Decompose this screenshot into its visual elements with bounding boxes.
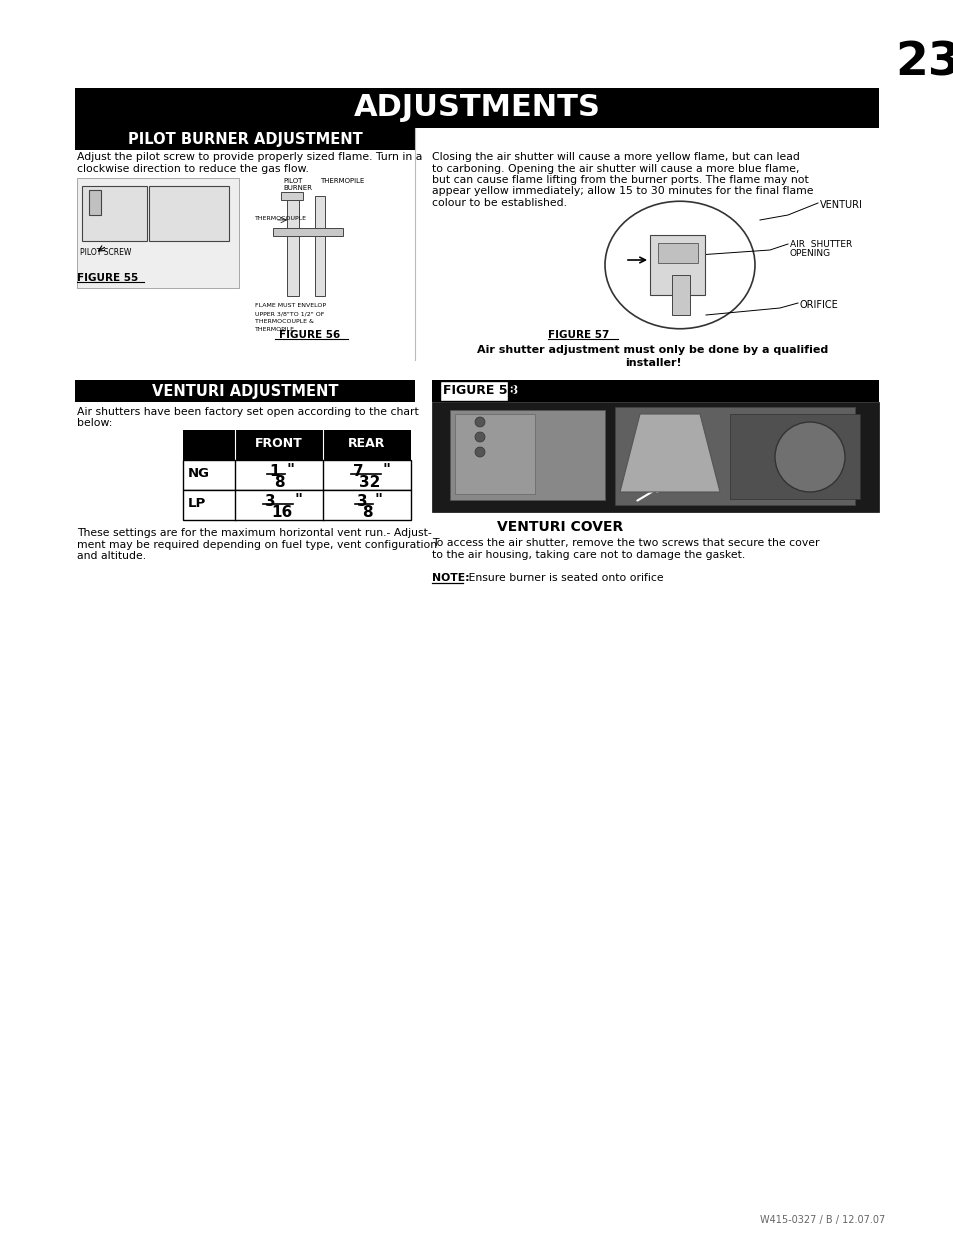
Text: 7: 7 [353, 464, 363, 479]
Bar [615, 408, 854, 505]
Text: ADJUSTMENTS: ADJUSTMENTS [354, 93, 599, 122]
Bar [439, 382, 507, 401]
Bar [649, 235, 704, 295]
Bar [273, 228, 343, 236]
Text: ": " [382, 463, 391, 478]
Text: FIGURE 56: FIGURE 56 [279, 330, 340, 340]
Polygon shape [619, 414, 720, 492]
Text: Ensure burner is seated onto orifice: Ensure burner is seated onto orifice [464, 573, 663, 583]
Bar [432, 380, 878, 403]
Text: 23: 23 [894, 40, 953, 85]
Circle shape [222, 186, 228, 191]
Text: VENTURI: VENTURI [820, 200, 862, 210]
Text: appear yellow immediately; allow 15 to 30 minutes for the final flame: appear yellow immediately; allow 15 to 3… [432, 186, 813, 196]
Text: BURNER: BURNER [283, 185, 312, 191]
Text: W415-0327 / B / 12.07.07: W415-0327 / B / 12.07.07 [760, 1215, 884, 1225]
Text: PILOT BURNER ADJUSTMENT: PILOT BURNER ADJUSTMENT [128, 132, 362, 147]
Text: 8: 8 [274, 475, 284, 490]
Text: Closing the air shutter will cause a more yellow flame, but can lead: Closing the air shutter will cause a mor… [432, 152, 799, 162]
Text: THERMOCOUPLE &: THERMOCOUPLE & [254, 319, 314, 324]
Text: 1: 1 [269, 464, 279, 479]
Text: ment may be required depending on fuel type, vent configuration: ment may be required depending on fuel t… [77, 540, 436, 550]
Bar [75, 88, 878, 128]
Text: Air shutters have been factory set open according to the chart: Air shutters have been factory set open … [77, 408, 418, 417]
Text: LP: LP [188, 496, 206, 510]
Bar [149, 186, 229, 241]
Bar [75, 380, 415, 403]
Text: NOTE:: NOTE: [432, 573, 469, 583]
Text: AIR  SHUTTER: AIR SHUTTER [789, 240, 851, 249]
Text: below:: below: [77, 419, 112, 429]
Bar [671, 275, 689, 315]
Text: FIGURE 57: FIGURE 57 [547, 330, 609, 340]
Bar [455, 414, 535, 494]
Text: PILOT: PILOT [283, 178, 302, 184]
Text: VENTURI ADJUSTMENT: VENTURI ADJUSTMENT [152, 384, 338, 399]
Circle shape [150, 230, 156, 236]
Bar [77, 178, 239, 288]
Text: REAR: REAR [348, 437, 385, 450]
Circle shape [475, 432, 484, 442]
Text: FIGURE 58: FIGURE 58 [444, 384, 517, 396]
Text: THERMOCOUPLE: THERMOCOUPLE [254, 216, 307, 221]
Text: 3: 3 [356, 494, 367, 509]
Bar [658, 243, 698, 263]
Text: FIGURE 58: FIGURE 58 [442, 384, 516, 396]
Text: ": " [294, 493, 303, 508]
Text: OPENING: OPENING [789, 249, 830, 258]
Bar [89, 190, 101, 215]
Text: 16: 16 [271, 505, 292, 520]
Text: colour to be established.: colour to be established. [432, 198, 566, 207]
Bar [183, 430, 411, 459]
Circle shape [475, 417, 484, 427]
Bar [432, 403, 878, 513]
Text: To access the air shutter, remove the two screws that secure the cover: To access the air shutter, remove the tw… [432, 538, 819, 548]
Text: ": " [375, 493, 382, 508]
Text: FLAME MUST ENVELOP: FLAME MUST ENVELOP [254, 303, 326, 308]
Text: THERMOPILE: THERMOPILE [254, 327, 294, 332]
Text: to carboning. Opening the air shutter will cause a more blue flame,: to carboning. Opening the air shutter wi… [432, 163, 799, 173]
Text: Adjust the pilot screw to provide properly sized flame. Turn in a
clockwise dire: Adjust the pilot screw to provide proper… [77, 152, 422, 174]
Text: VENTURI COVER: VENTURI COVER [497, 520, 622, 534]
Text: THERMOPILE: THERMOPILE [319, 178, 364, 184]
Text: 8: 8 [361, 505, 373, 520]
Bar [450, 410, 604, 500]
Bar [281, 191, 303, 200]
Bar [439, 382, 507, 401]
Bar [183, 459, 411, 490]
Bar [75, 128, 415, 149]
Bar [183, 490, 411, 520]
Text: to the air housing, taking care not to damage the gasket.: to the air housing, taking care not to d… [432, 550, 744, 559]
Text: FIGURE 55: FIGURE 55 [77, 273, 138, 283]
Circle shape [150, 186, 156, 191]
Text: PILOT SCREW: PILOT SCREW [80, 248, 132, 257]
Text: These settings are for the maximum horizontal vent run.- Adjust-: These settings are for the maximum horiz… [77, 529, 432, 538]
Bar [314, 196, 325, 296]
Text: installer!: installer! [624, 358, 680, 368]
Text: FRONT: FRONT [254, 437, 302, 450]
Circle shape [178, 203, 202, 226]
Circle shape [222, 230, 228, 236]
Text: ": " [287, 463, 294, 478]
Circle shape [774, 422, 844, 492]
Text: NG: NG [188, 467, 210, 480]
Text: 32: 32 [358, 475, 380, 490]
Bar [729, 414, 859, 499]
Text: UPPER 3/8"TO 1/2" OF: UPPER 3/8"TO 1/2" OF [254, 311, 324, 316]
Text: ORIFICE: ORIFICE [800, 300, 838, 310]
Text: but can cause flame lifting from the burner ports. The flame may not: but can cause flame lifting from the bur… [432, 175, 808, 185]
Bar [287, 196, 298, 296]
Circle shape [475, 447, 484, 457]
Text: and altitude.: and altitude. [77, 551, 146, 561]
Bar [82, 186, 147, 241]
Text: 3: 3 [265, 494, 275, 509]
Text: Air shutter adjustment must only be done by a qualified: Air shutter adjustment must only be done… [476, 345, 828, 354]
